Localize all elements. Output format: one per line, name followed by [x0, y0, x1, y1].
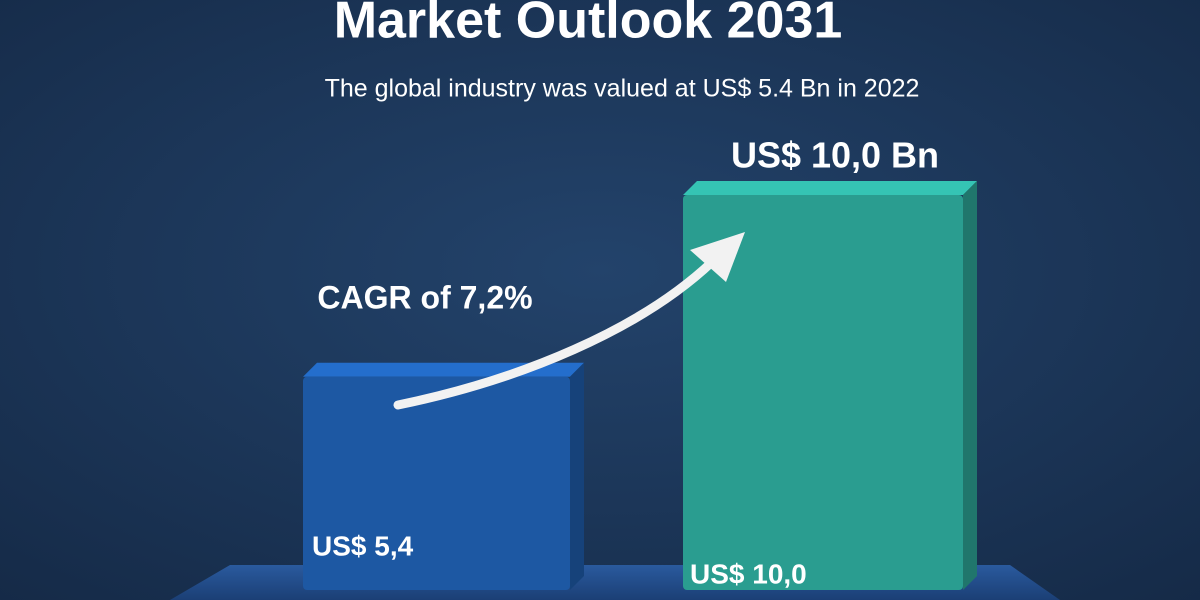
growth-arrow: [393, 257, 717, 410]
annotation: CAGR of 7,2%: [317, 279, 532, 315]
bars: US$ 5,4 US$ 10,0: [303, 181, 977, 590]
value-label: US$ 5,4: [312, 530, 414, 561]
value-label: US$ 10,0: [690, 558, 807, 589]
chart-subtitle: The global industry was valued at US$ 5.…: [325, 75, 920, 103]
bar: [303, 376, 570, 590]
annotation: US$ 10,0 Bn: [731, 135, 939, 176]
bar: [683, 195, 963, 590]
bar-side: [963, 181, 977, 590]
bar-top: [683, 181, 977, 195]
chart-title: Market Outlook 2031: [334, 0, 843, 50]
bar-side: [570, 362, 584, 590]
arrow-head: [690, 232, 745, 282]
